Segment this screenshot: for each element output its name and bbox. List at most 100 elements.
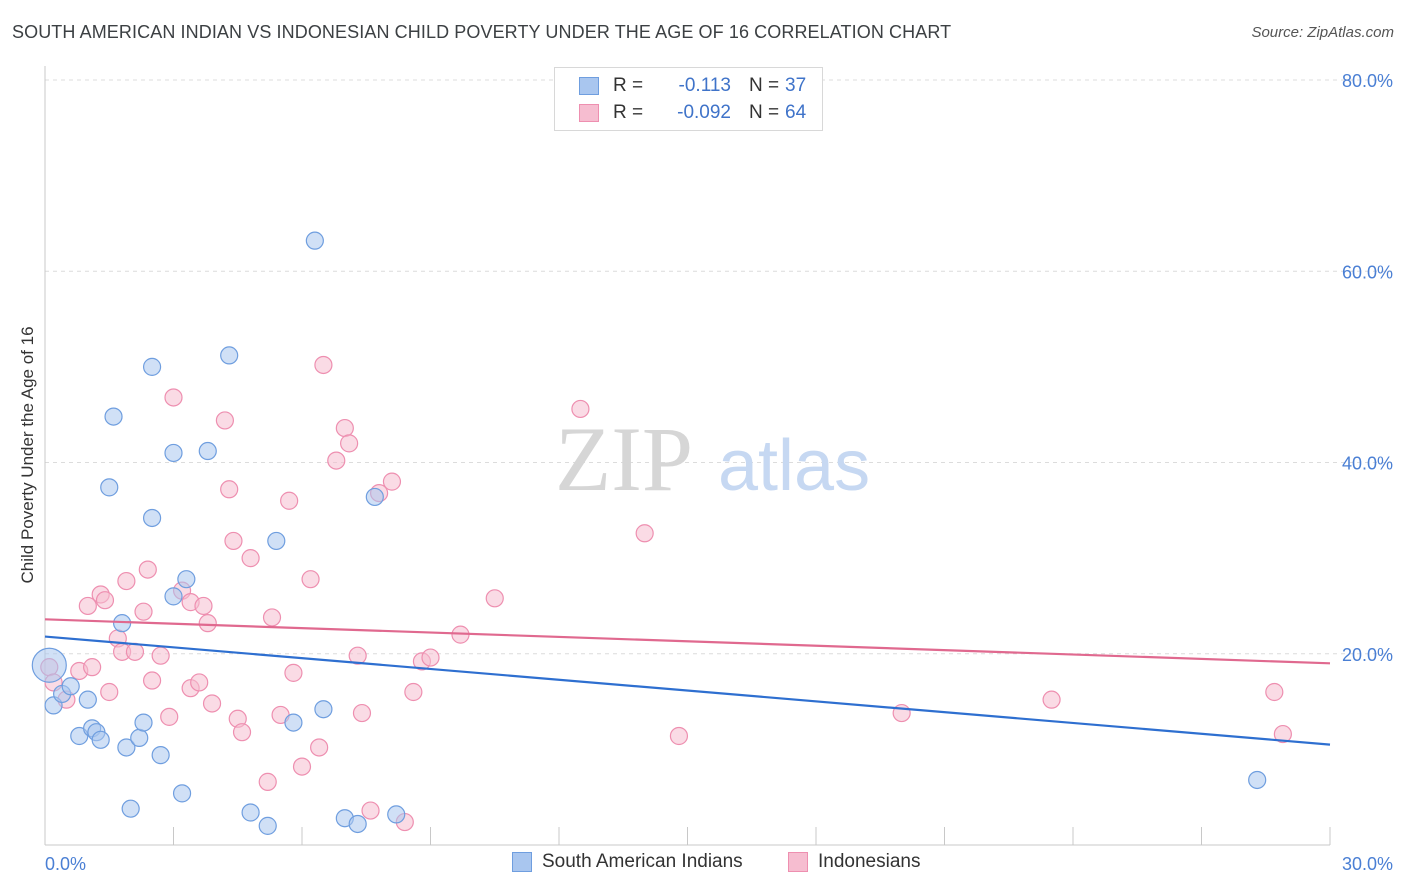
- data-point-indonesians: [352, 703, 372, 723]
- data-point-indonesians: [348, 646, 367, 665]
- legend-label: Indonesians: [818, 851, 921, 872]
- n-label: N =: [749, 75, 780, 96]
- data-point-south-american-indians: [130, 728, 149, 748]
- data-point-south-american-indians: [117, 738, 136, 757]
- data-point-south-american-indians: [284, 713, 303, 732]
- data-point-indonesians: [142, 671, 162, 690]
- data-point-indonesians: [361, 801, 380, 820]
- data-point-indonesians: [194, 596, 213, 616]
- data-point-south-american-indians: [387, 805, 406, 824]
- data-point-indonesians: [160, 707, 179, 726]
- source-label: Source: ZipAtlas.com: [1251, 24, 1394, 41]
- chart-title: SOUTH AMERICAN INDIAN VS INDONESIAN CHIL…: [12, 22, 952, 42]
- data-point-indonesians: [220, 480, 239, 499]
- r-value: -0.092: [677, 102, 731, 123]
- data-point-indonesians: [421, 648, 440, 667]
- stats-legend-row-blue: R = -0.113 N = 37: [579, 73, 806, 99]
- data-point-indonesians: [241, 549, 260, 568]
- data-point-indonesians: [151, 646, 170, 665]
- data-point-indonesians: [635, 524, 654, 543]
- data-point-indonesians: [314, 355, 333, 375]
- data-point-indonesians: [1273, 724, 1292, 744]
- trend-lines: [44, 618, 1331, 746]
- y-tick-label: 60.0%: [1342, 262, 1393, 282]
- data-point-south-american-indians: [1248, 770, 1267, 790]
- x-tick-label: 0.0%: [45, 854, 86, 874]
- y-tick-label: 80.0%: [1342, 71, 1393, 91]
- y-axis-label: Child Poverty Under the Age of 16: [18, 326, 37, 583]
- data-point-indonesians: [83, 658, 102, 677]
- legend-swatch-pink: [788, 852, 808, 872]
- data-point-indonesians: [78, 596, 97, 616]
- r-label: R =: [613, 75, 644, 96]
- x-tick-labels: 0.0% 30.0%: [45, 854, 1393, 874]
- data-point-indonesians: [571, 399, 590, 419]
- data-point-indonesians: [125, 642, 145, 661]
- x-tick-label: 30.0%: [1342, 854, 1393, 874]
- legend-swatch-blue: [512, 852, 532, 872]
- data-point-south-american-indians: [172, 784, 192, 803]
- data-point-indonesians: [215, 411, 234, 430]
- axes: [44, 66, 1331, 846]
- y-tick-labels: 20.0% 40.0% 60.0% 80.0%: [1342, 71, 1393, 665]
- watermark-atlas: atlas: [718, 426, 870, 506]
- r-label: R =: [613, 102, 644, 123]
- data-point-south-american-indians: [305, 231, 324, 250]
- data-point-south-american-indians: [31, 647, 67, 683]
- series-legend: South American Indians Indonesians: [0, 851, 1406, 877]
- data-point-south-american-indians: [348, 814, 367, 834]
- trend-line-indonesians: [44, 618, 1331, 665]
- data-point-indonesians: [340, 434, 359, 453]
- data-point-south-american-indians: [267, 531, 286, 551]
- data-point-indonesians: [100, 682, 119, 702]
- watermark-zip: ZIP: [555, 408, 693, 510]
- n-value: 64: [785, 102, 807, 123]
- stats-legend-row-pink: R = -0.092 N = 64: [579, 100, 806, 126]
- data-point-south-american-indians: [61, 677, 80, 696]
- data-point-indonesians: [327, 451, 346, 470]
- data-point-south-american-indians: [177, 570, 196, 589]
- trend-line-south-american-indians: [44, 635, 1331, 746]
- n-label: N =: [749, 102, 780, 123]
- stats-legend: R = -0.113 N = 37 R = -0.092 N = 64: [554, 67, 823, 131]
- data-point-south-american-indians: [314, 700, 333, 719]
- legend-label: South American Indians: [542, 851, 743, 872]
- data-point-indonesians: [310, 738, 329, 757]
- data-point-indonesians: [95, 591, 115, 610]
- legend-item-indonesians: Indonesians: [788, 851, 920, 873]
- data-point-indonesians: [485, 589, 504, 608]
- data-point-indonesians: [232, 723, 252, 742]
- r-value: -0.113: [678, 75, 731, 96]
- data-point-south-american-indians: [198, 441, 217, 461]
- data-point-indonesians: [292, 757, 312, 776]
- data-point-indonesians: [224, 531, 243, 551]
- data-point-indonesians: [1042, 690, 1061, 709]
- data-point-indonesians: [335, 418, 354, 438]
- data-point-south-american-indians: [100, 478, 119, 497]
- data-point-indonesians: [258, 772, 277, 791]
- data-point-south-american-indians: [142, 508, 162, 528]
- data-point-south-american-indians: [258, 816, 277, 835]
- data-point-indonesians: [669, 726, 689, 746]
- data-point-indonesians: [301, 570, 320, 589]
- data-point-indonesians: [117, 571, 136, 591]
- data-point-south-american-indians: [121, 799, 140, 818]
- series-south-american-indians: [31, 231, 1267, 835]
- data-point-indonesians: [202, 694, 222, 713]
- data-point-south-american-indians: [91, 730, 110, 749]
- y-tick-label: 20.0%: [1342, 645, 1393, 665]
- swatch-blue: [579, 77, 599, 95]
- data-point-south-american-indians: [220, 346, 239, 365]
- data-point-indonesians: [138, 560, 157, 579]
- data-point-south-american-indians: [134, 713, 153, 732]
- gridlines: [45, 79, 1392, 655]
- data-point-south-american-indians: [142, 357, 162, 376]
- data-point-south-american-indians: [104, 407, 123, 426]
- y-tick-label: 40.0%: [1342, 454, 1393, 474]
- data-point-indonesians: [164, 388, 183, 407]
- data-point-south-american-indians: [164, 443, 183, 463]
- n-value: 37: [785, 75, 807, 96]
- data-point-indonesians: [284, 663, 303, 682]
- data-point-indonesians: [1265, 682, 1284, 702]
